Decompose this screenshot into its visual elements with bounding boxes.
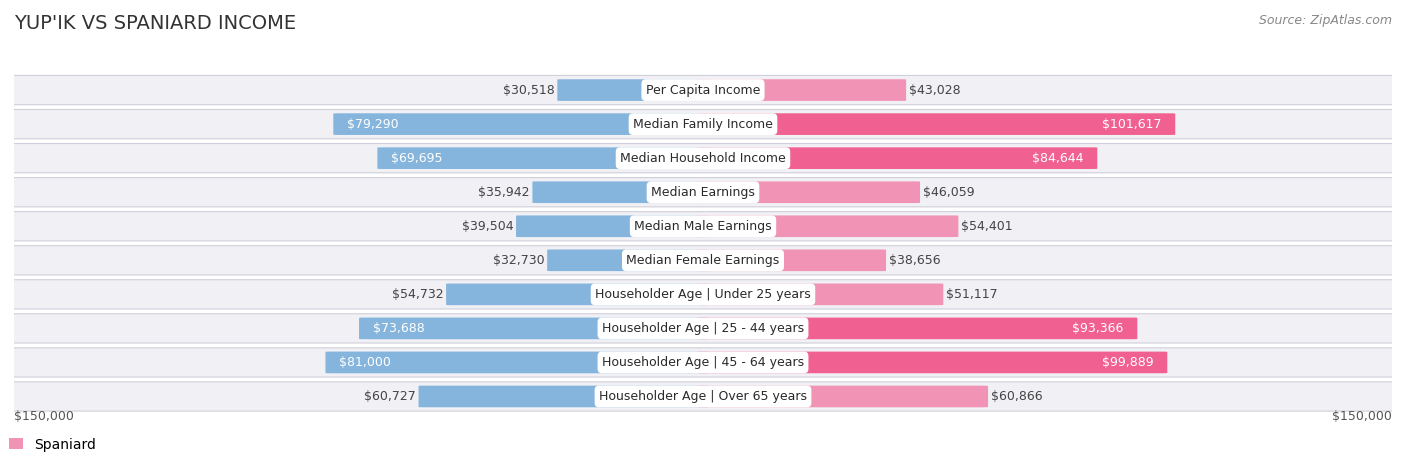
- FancyBboxPatch shape: [419, 386, 709, 407]
- FancyBboxPatch shape: [697, 79, 905, 101]
- FancyBboxPatch shape: [0, 76, 1406, 105]
- FancyBboxPatch shape: [697, 318, 1137, 339]
- FancyBboxPatch shape: [359, 318, 709, 339]
- FancyBboxPatch shape: [697, 283, 943, 305]
- Text: Per Capita Income: Per Capita Income: [645, 84, 761, 97]
- FancyBboxPatch shape: [547, 249, 709, 271]
- Text: Householder Age | Over 65 years: Householder Age | Over 65 years: [599, 390, 807, 403]
- Text: Source: ZipAtlas.com: Source: ZipAtlas.com: [1258, 14, 1392, 27]
- Text: Median Male Earnings: Median Male Earnings: [634, 220, 772, 233]
- Text: $84,644: $84,644: [1032, 152, 1084, 165]
- FancyBboxPatch shape: [0, 177, 1406, 207]
- FancyBboxPatch shape: [0, 246, 1406, 275]
- Text: $99,889: $99,889: [1102, 356, 1153, 369]
- FancyBboxPatch shape: [697, 386, 988, 407]
- Text: $60,727: $60,727: [364, 390, 416, 403]
- Text: Median Family Income: Median Family Income: [633, 118, 773, 131]
- FancyBboxPatch shape: [0, 143, 1406, 173]
- FancyBboxPatch shape: [697, 113, 1175, 135]
- FancyBboxPatch shape: [697, 215, 959, 237]
- Text: $54,732: $54,732: [392, 288, 443, 301]
- Text: $69,695: $69,695: [391, 152, 443, 165]
- Legend: Yup'ik, Spaniard: Yup'ik, Spaniard: [0, 432, 101, 457]
- FancyBboxPatch shape: [0, 382, 1406, 411]
- Text: $30,518: $30,518: [503, 84, 554, 97]
- FancyBboxPatch shape: [0, 109, 1406, 139]
- FancyBboxPatch shape: [516, 215, 709, 237]
- Text: $32,730: $32,730: [492, 254, 544, 267]
- FancyBboxPatch shape: [0, 348, 1406, 377]
- Text: $60,866: $60,866: [991, 390, 1042, 403]
- FancyBboxPatch shape: [0, 280, 1406, 309]
- Text: $43,028: $43,028: [908, 84, 960, 97]
- Text: $38,656: $38,656: [889, 254, 941, 267]
- FancyBboxPatch shape: [697, 181, 920, 203]
- Text: Median Earnings: Median Earnings: [651, 186, 755, 199]
- FancyBboxPatch shape: [0, 314, 1406, 343]
- FancyBboxPatch shape: [325, 352, 709, 373]
- Text: $79,290: $79,290: [347, 118, 399, 131]
- FancyBboxPatch shape: [0, 212, 1406, 241]
- FancyBboxPatch shape: [446, 283, 709, 305]
- FancyBboxPatch shape: [333, 113, 709, 135]
- Text: Median Household Income: Median Household Income: [620, 152, 786, 165]
- FancyBboxPatch shape: [697, 148, 1097, 169]
- Text: $73,688: $73,688: [373, 322, 425, 335]
- Text: YUP'IK VS SPANIARD INCOME: YUP'IK VS SPANIARD INCOME: [14, 14, 297, 33]
- Text: $150,000: $150,000: [14, 410, 75, 424]
- Text: $51,117: $51,117: [946, 288, 998, 301]
- Text: Householder Age | 45 - 64 years: Householder Age | 45 - 64 years: [602, 356, 804, 369]
- Text: $150,000: $150,000: [1331, 410, 1392, 424]
- Text: $93,366: $93,366: [1073, 322, 1123, 335]
- Text: Householder Age | 25 - 44 years: Householder Age | 25 - 44 years: [602, 322, 804, 335]
- Text: $54,401: $54,401: [962, 220, 1012, 233]
- Text: $101,617: $101,617: [1102, 118, 1161, 131]
- FancyBboxPatch shape: [557, 79, 709, 101]
- Text: Householder Age | Under 25 years: Householder Age | Under 25 years: [595, 288, 811, 301]
- Text: $35,942: $35,942: [478, 186, 530, 199]
- FancyBboxPatch shape: [697, 249, 886, 271]
- Text: $39,504: $39,504: [461, 220, 513, 233]
- FancyBboxPatch shape: [697, 352, 1167, 373]
- FancyBboxPatch shape: [533, 181, 709, 203]
- Text: Median Female Earnings: Median Female Earnings: [627, 254, 779, 267]
- Text: $46,059: $46,059: [922, 186, 974, 199]
- FancyBboxPatch shape: [377, 148, 709, 169]
- Text: $81,000: $81,000: [339, 356, 391, 369]
